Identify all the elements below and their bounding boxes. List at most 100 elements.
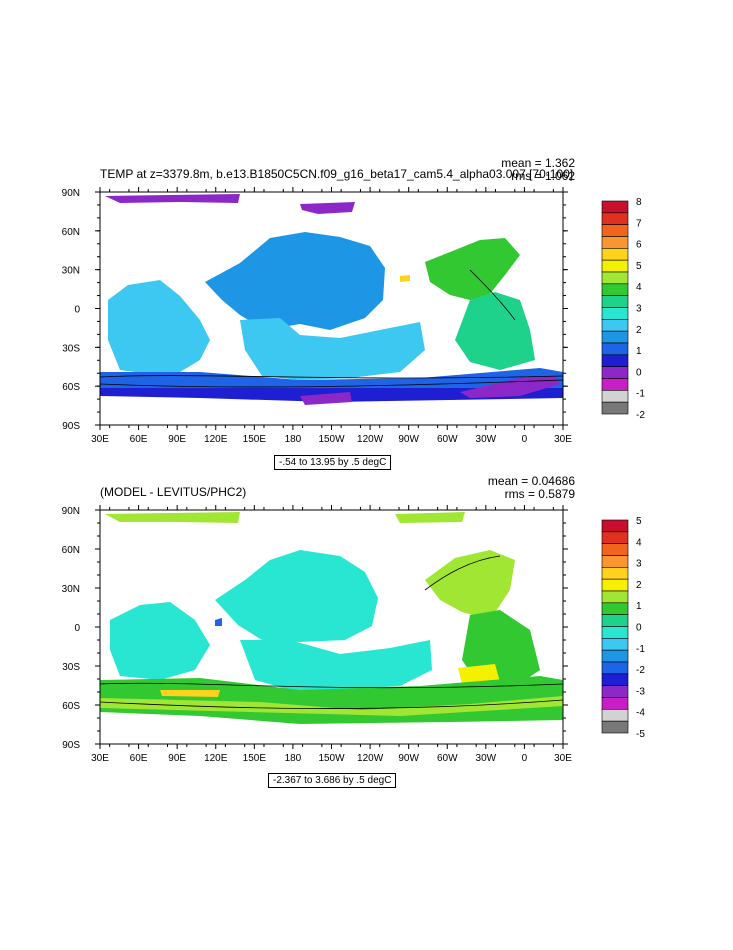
range-label-box: -.54 to 13.95 by .5 degC — [274, 455, 392, 470]
map-region-ross-purple — [300, 392, 352, 405]
x-tick-label: 30E — [554, 753, 572, 764]
colorbar-swatch — [601, 307, 629, 320]
map-region-north-pacific — [215, 550, 378, 642]
range-label-box: -2.367 to 3.686 by .5 degC — [268, 773, 397, 788]
colorbar-swatch — [601, 519, 629, 533]
y-tick-label: 30S — [62, 343, 80, 354]
map-region-yellow-patch — [458, 664, 500, 684]
y-tick-label: 60S — [62, 701, 80, 712]
colorbar-swatch — [601, 697, 629, 710]
colorbar-swatch — [601, 259, 629, 273]
colorbar-swatch — [601, 354, 629, 367]
panel-temp: TEMP at z=3379.8m, b.e13.B1850C5CN.f09_g… — [62, 156, 646, 445]
axes: 30E 60E 90E 120E 150E 180 150W 120W 90W 60W 30W 0 30… — [62, 505, 572, 764]
colorbar-swatch — [601, 212, 629, 225]
map-region-south-pacific — [240, 318, 425, 380]
colorbar-swatch — [601, 224, 629, 237]
colorbar-swatch — [601, 638, 629, 651]
stat-mean: mean = 0.04686 — [488, 474, 575, 488]
colorbar-swatch — [601, 614, 629, 627]
stat-rms: rms = 1.062 — [511, 169, 575, 183]
map-region-indian-ocean — [108, 280, 210, 374]
y-tick-label: 90S — [62, 421, 80, 432]
x-tick-label: 150W — [318, 753, 345, 764]
y-tick-label: 30N — [62, 584, 80, 595]
x-tick-label: 60W — [437, 753, 458, 764]
colorbar-swatch — [601, 200, 629, 214]
map-region-indian-yellow — [160, 690, 220, 697]
colorbar-label: 4 — [636, 537, 642, 548]
map-region-southern-band — [100, 696, 563, 716]
y-tick-label: 30S — [62, 662, 80, 673]
contour-line — [424, 555, 501, 591]
x-tick-label: 0 — [522, 434, 528, 445]
colorbar-label: -2 — [636, 665, 645, 676]
map-region-southern-ocean-1 — [100, 368, 563, 388]
x-tick-label: 180 — [285, 753, 302, 764]
colorbar-swatch — [601, 342, 629, 356]
colorbar-label: 3 — [636, 559, 642, 570]
contour-line — [100, 379, 563, 388]
stat-rms: rms = 0.5879 — [505, 487, 576, 501]
colorbar-label: 8 — [636, 197, 642, 208]
map-field — [100, 512, 563, 724]
colorbar-swatch — [601, 709, 629, 722]
map-region-arctic — [105, 512, 240, 523]
map-region-yellow-patch — [400, 275, 410, 282]
map-region-north-atlantic — [425, 550, 515, 620]
map-region-arctic-west — [105, 194, 240, 203]
colorbar: 8 7 6 5 4 3 2 1 0 -1 -2 — [601, 197, 645, 421]
colorbar-label: 5 — [636, 516, 642, 527]
x-tick-label: 90W — [398, 434, 419, 445]
colorbar-swatch — [601, 555, 629, 568]
colorbar-label: 2 — [636, 580, 642, 591]
colorbar-label: -1 — [636, 644, 645, 655]
x-tick-label: 30W — [476, 434, 497, 445]
x-tick-label: 30E — [91, 434, 109, 445]
x-tick-label: 30E — [91, 753, 109, 764]
colorbar-swatch — [601, 531, 629, 544]
axes: 30E 60E 90E 120E 150E 180 150W 120W 90W 60W 30W 0 30… — [62, 187, 572, 445]
colorbar-swatch — [601, 378, 629, 391]
colorbar-swatch — [601, 590, 629, 604]
colorbar-label: -2 — [636, 410, 645, 421]
panel-diff: (MODEL - LEVITUS/PHC2) mean = 0.04686 rm… — [62, 474, 646, 764]
colorbar-swatch — [601, 319, 629, 332]
colorbar-label: 3 — [636, 304, 642, 315]
map-region-north-atlantic — [425, 238, 520, 300]
colorbar-swatch — [601, 236, 629, 249]
x-tick-label: 150E — [243, 434, 267, 445]
colorbar-swatch — [601, 626, 629, 639]
x-tick-label: 180 — [285, 434, 302, 445]
colorbar-swatch — [601, 283, 629, 296]
colorbar-swatch — [601, 543, 629, 556]
y-tick-label: 90N — [62, 506, 80, 517]
x-tick-label: 30E — [554, 434, 572, 445]
x-tick-label: 120E — [204, 434, 228, 445]
colorbar-label: 1 — [636, 346, 642, 357]
map-region-south-atlantic — [455, 292, 535, 370]
colorbar-label: -5 — [636, 729, 645, 740]
colorbar-swatch — [601, 295, 629, 308]
x-tick-label: 150E — [243, 753, 267, 764]
panel-title: (MODEL - LEVITUS/PHC2) — [100, 485, 246, 499]
colorbar-swatch — [601, 685, 629, 698]
x-tick-label: 60E — [130, 434, 148, 445]
colorbar-label: 5 — [636, 261, 642, 272]
colorbar-label: 1 — [636, 601, 642, 612]
x-tick-label: 150W — [318, 434, 345, 445]
colorbar-label: -3 — [636, 686, 645, 697]
panel-title: TEMP at z=3379.8m, b.e13.B1850C5CN.f09_g… — [100, 167, 573, 181]
y-tick-label: 30N — [62, 266, 80, 277]
x-tick-label: 60E — [130, 753, 148, 764]
y-tick-label: 0 — [74, 305, 80, 316]
colorbar-swatch — [601, 649, 629, 663]
colorbar: 5 4 3 2 1 0 -1 -2 -3 -4 -5 — [601, 516, 645, 740]
y-tick-label: 90S — [62, 740, 80, 751]
map-region-south-pacific — [240, 640, 432, 690]
colorbar-label: -1 — [636, 389, 645, 400]
x-tick-label: 90E — [168, 434, 186, 445]
colorbar-label: 2 — [636, 325, 642, 336]
map-region-arctic-east — [395, 512, 465, 523]
